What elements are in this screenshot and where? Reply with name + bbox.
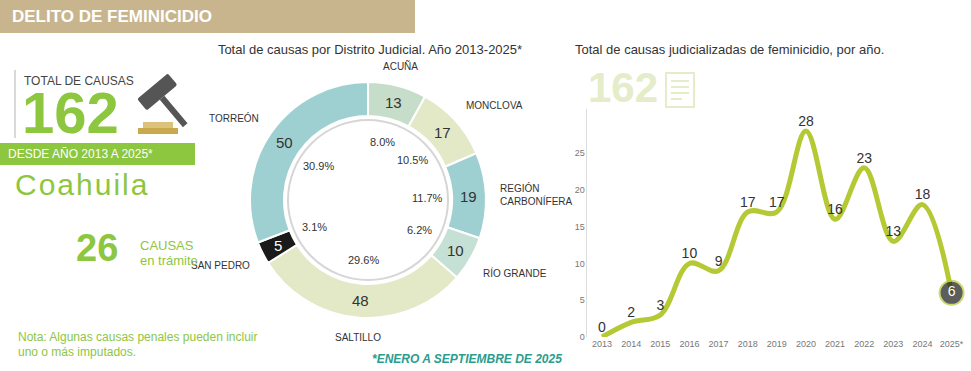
svg-text:2023: 2023 (883, 339, 903, 349)
html-text:26: 26 (76, 227, 119, 269)
svg-text:2013: 2013 (592, 339, 612, 349)
html-text:Nota: Algunas causas penales p: Nota: Algunas causas penales pueden incl… (18, 330, 258, 359)
svg-text:ACUÑA: ACUÑA (383, 60, 418, 72)
svg-text:10: 10 (575, 259, 585, 269)
svg-text:30.9%: 30.9% (303, 160, 334, 172)
svg-text:16: 16 (827, 201, 843, 217)
svg-text:20: 20 (575, 185, 585, 195)
svg-text:11.7%: 11.7% (412, 192, 443, 204)
svg-text:2015: 2015 (650, 339, 670, 349)
html-text:DESDE AÑO 2013 A 2025*: DESDE AÑO 2013 A 2025* (8, 147, 153, 161)
svg-text:MONCLOVA: MONCLOVA (466, 100, 523, 111)
svg-text:RÍO GRANDE: RÍO GRANDE (483, 267, 547, 279)
svg-text:0: 0 (598, 319, 606, 335)
html-text:*ENERO A SEPTIEMBRE DE 2025: *ENERO A SEPTIEMBRE DE 2025 (372, 352, 562, 366)
svg-text:10.5%: 10.5% (397, 154, 428, 166)
svg-text:23: 23 (856, 150, 872, 166)
svg-text:6: 6 (948, 283, 956, 299)
svg-text:3: 3 (656, 297, 664, 313)
svg-text:2025*: 2025* (940, 339, 964, 349)
svg-text:0: 0 (580, 332, 585, 342)
svg-text:13: 13 (385, 94, 402, 111)
svg-text:2022: 2022 (854, 339, 874, 349)
html-text:Total de causas judicializadas: Total de causas judicializadas de femini… (575, 42, 885, 57)
svg-text:SAN PEDRO: SAN PEDRO (191, 260, 250, 271)
svg-text:2017: 2017 (709, 339, 729, 349)
svg-text:48: 48 (352, 292, 369, 309)
html-text:162: 162 (588, 64, 659, 111)
html-text:Total de causas por Distrito J: Total de causas por Distrito Judicial. A… (217, 42, 523, 57)
svg-text:5: 5 (274, 237, 282, 254)
svg-text:5: 5 (580, 295, 585, 305)
svg-text:15: 15 (575, 222, 585, 232)
svg-text:SALTILLO: SALTILLO (335, 332, 381, 343)
svg-text:2024: 2024 (912, 339, 932, 349)
html-text:en trámite: en trámite (140, 253, 198, 268)
html-text:TOTAL DE CAUSAS: TOTAL DE CAUSAS (24, 74, 134, 88)
html-text:162: 162 (22, 80, 119, 145)
svg-text:2019: 2019 (767, 339, 787, 349)
html-text:DELITO DE FEMINICIDIO: DELITO DE FEMINICIDIO (12, 7, 212, 26)
svg-text:18: 18 (915, 186, 931, 202)
svg-text:2: 2 (627, 304, 635, 320)
svg-text:2021: 2021 (825, 339, 845, 349)
svg-text:3.1%: 3.1% (302, 221, 327, 233)
svg-text:9: 9 (715, 253, 723, 269)
svg-text:2020: 2020 (796, 339, 816, 349)
svg-text:13: 13 (886, 223, 902, 239)
html-text:CAUSAS: CAUSAS (140, 238, 194, 253)
svg-text:TORREÓN: TORREÓN (209, 112, 259, 124)
svg-text:50: 50 (276, 134, 293, 151)
html-text:Coahuila: Coahuila (15, 168, 150, 201)
svg-text:6.2%: 6.2% (407, 224, 432, 236)
svg-text:2018: 2018 (738, 339, 758, 349)
svg-text:8.0%: 8.0% (370, 136, 395, 148)
svg-text:17: 17 (434, 124, 451, 141)
svg-text:17: 17 (769, 194, 785, 210)
svg-text:28: 28 (798, 113, 814, 129)
svg-text:17: 17 (740, 194, 756, 210)
svg-text:25: 25 (575, 148, 585, 158)
svg-text:2014: 2014 (621, 339, 641, 349)
svg-text:19: 19 (460, 188, 477, 205)
svg-text:2016: 2016 (679, 339, 699, 349)
svg-text:REGIÓNCARBONÍFERA: REGIÓNCARBONÍFERA (500, 182, 573, 207)
svg-text:10: 10 (682, 245, 698, 261)
svg-text:10: 10 (447, 242, 464, 259)
svg-text:29.6%: 29.6% (348, 254, 379, 266)
